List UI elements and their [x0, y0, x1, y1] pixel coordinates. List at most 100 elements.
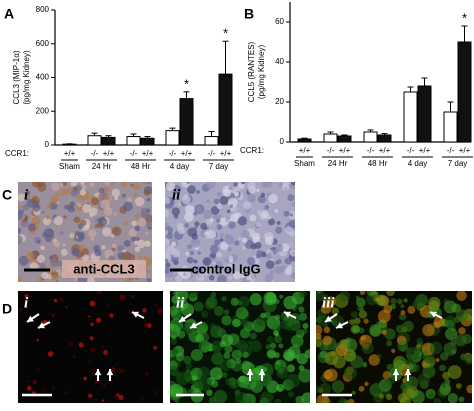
bar: [337, 135, 352, 143]
texture: [197, 251, 201, 255]
x-tick-label: -/-: [327, 146, 335, 155]
texture: [251, 232, 261, 242]
texture: [171, 334, 177, 340]
texture: [194, 225, 198, 230]
x-tick-label: -/-: [130, 149, 138, 158]
texture: [223, 188, 232, 197]
texture: [94, 398, 97, 402]
texture: [241, 246, 246, 250]
texture: [115, 363, 118, 366]
texture: [165, 267, 170, 274]
texture: [241, 274, 245, 278]
texture: [165, 222, 170, 229]
texture: [18, 204, 22, 209]
texture: [189, 250, 195, 256]
texture: [165, 238, 170, 246]
texture: [447, 365, 462, 380]
texture: [88, 229, 97, 238]
x-tick-label: +/+: [379, 146, 391, 155]
texture: [91, 197, 100, 206]
image-numeral: ii: [176, 295, 185, 311]
texture: [64, 391, 69, 395]
texture: [226, 209, 231, 214]
texture: [67, 205, 75, 213]
texture: [246, 256, 256, 266]
texture: [283, 295, 297, 310]
texture: [27, 379, 30, 383]
texture: [454, 334, 467, 347]
texture: [111, 226, 122, 237]
texture: [113, 395, 117, 398]
texture: [73, 355, 76, 358]
texture: [137, 217, 147, 227]
texture: [227, 246, 233, 252]
texture: [204, 271, 209, 276]
x-tick-label: -/-: [407, 146, 415, 155]
texture: [422, 365, 436, 379]
texture: [90, 236, 95, 241]
texture: [147, 323, 152, 328]
group-label: Sham: [59, 162, 80, 171]
x-tick-label: +/+: [419, 146, 431, 155]
texture: [187, 185, 196, 194]
texture: [178, 270, 184, 276]
texture: [157, 308, 163, 314]
texture: [256, 188, 260, 193]
texture: [274, 209, 279, 213]
texture: [274, 398, 282, 403]
texture: [242, 392, 251, 402]
texture: [429, 341, 443, 355]
texture: [275, 226, 283, 234]
texture: [146, 197, 151, 202]
texture: [377, 309, 391, 323]
arrow-head: [336, 322, 343, 329]
texture: [422, 350, 429, 357]
texture: [123, 201, 133, 212]
arrows: [26, 311, 443, 381]
texture: [196, 190, 200, 194]
texture: [221, 296, 227, 302]
texture: [281, 183, 290, 191]
texture: [131, 236, 137, 242]
texture: [78, 244, 86, 251]
y-axis-label: CCL5 (RANTES): [247, 41, 256, 102]
texture: [273, 266, 282, 275]
texture: [405, 346, 420, 361]
arrow-head: [132, 311, 139, 318]
texture: [286, 364, 295, 373]
texture: [18, 255, 29, 266]
texture: [60, 248, 68, 256]
texture: [358, 310, 368, 319]
texture: [77, 231, 86, 240]
texture: [18, 213, 23, 219]
texture: [147, 182, 152, 185]
image-numeral: ii: [172, 187, 181, 203]
texture: [175, 352, 185, 362]
texture: [400, 310, 406, 315]
micrographs: [18, 182, 472, 403]
texture: [195, 334, 205, 343]
texture: [340, 340, 348, 348]
texture: [266, 349, 276, 359]
texture: [27, 223, 36, 232]
texture: [185, 205, 195, 215]
texture: [137, 239, 146, 249]
texture: [224, 344, 233, 353]
texture: [351, 390, 356, 395]
texture: [261, 210, 270, 219]
texture: [381, 329, 387, 335]
texture: [376, 294, 388, 307]
texture: [18, 193, 26, 202]
texture: [343, 399, 350, 403]
texture: [284, 257, 292, 265]
x-tick-label: +/+: [64, 149, 76, 158]
texture: [289, 213, 294, 217]
texture: [128, 228, 138, 237]
texture: [458, 327, 466, 335]
arrow-head: [325, 315, 332, 322]
texture: [55, 280, 60, 282]
texture: [396, 298, 403, 305]
texture: [238, 295, 250, 308]
texture: [331, 380, 345, 393]
texture: [357, 305, 364, 312]
